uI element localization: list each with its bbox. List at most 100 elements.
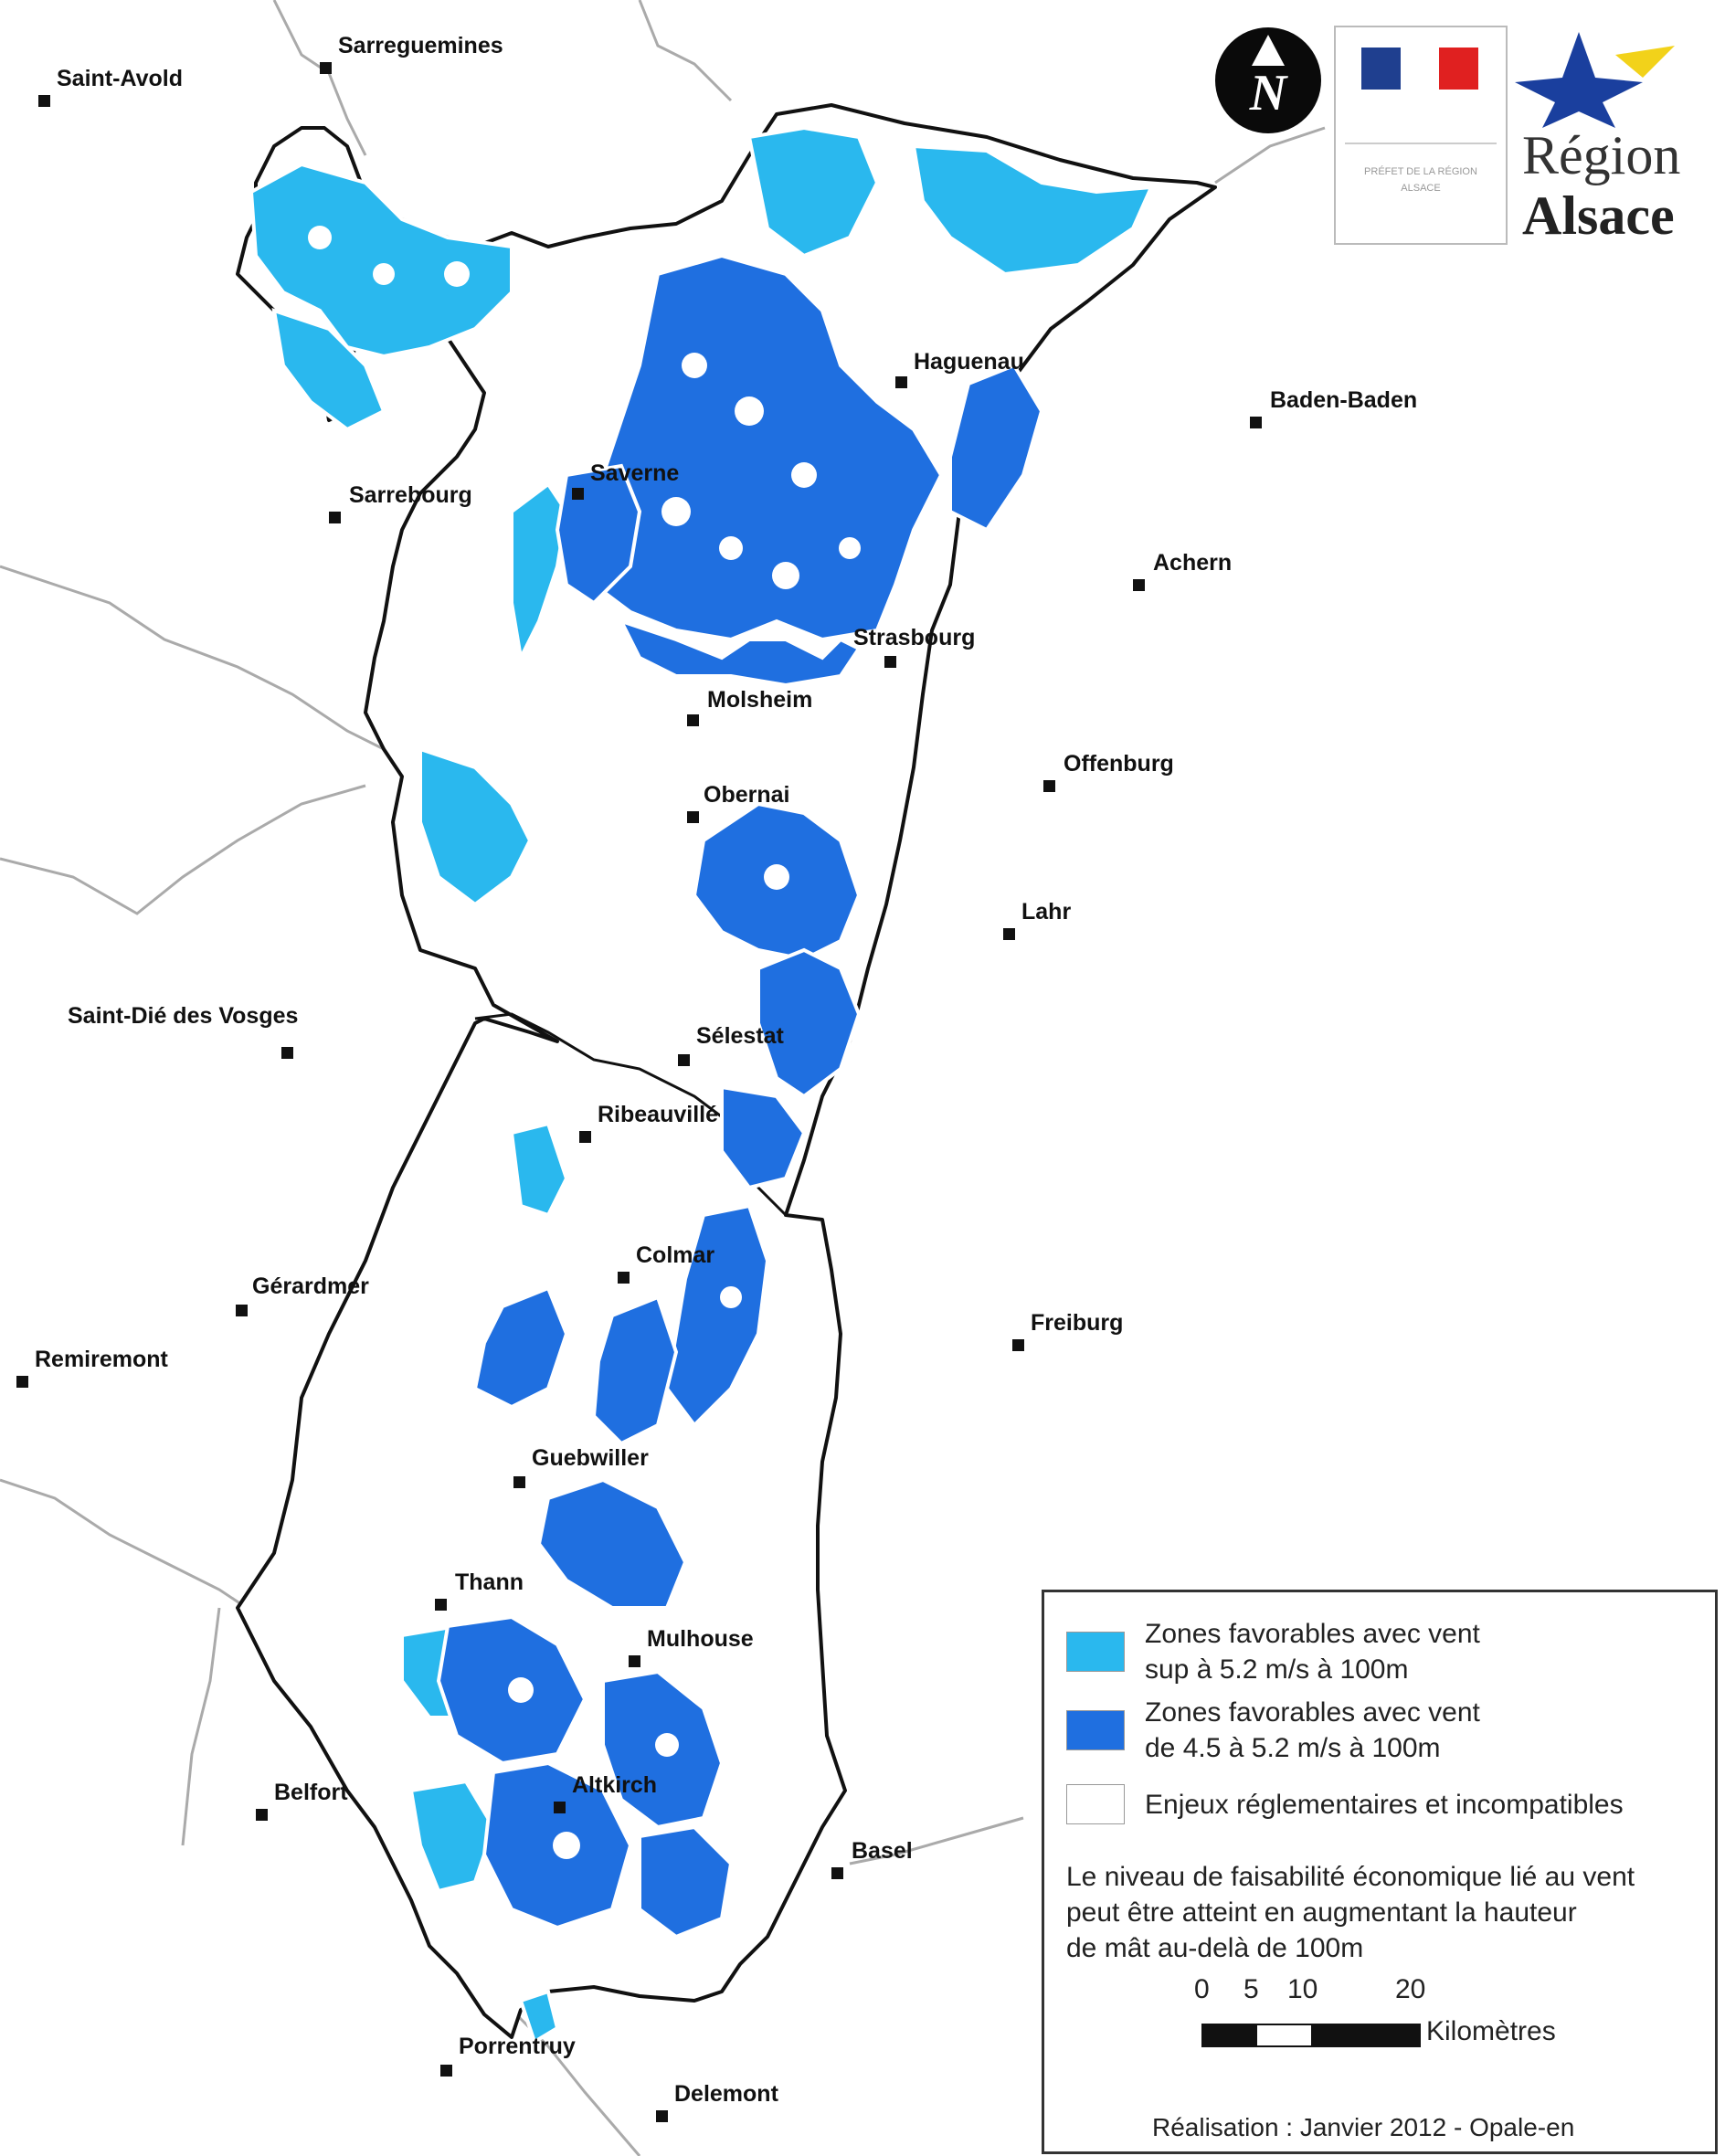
legend-item-medium-wind: Zones favorables avec vent de 4.5 à 5.2 … — [1066, 1695, 1706, 1766]
boundary-west-upper — [0, 565, 385, 751]
legend-label-constrained: Enjeux réglementaires et incompatibles — [1145, 1789, 1624, 1820]
flag-stripe-red — [1439, 48, 1479, 90]
city-label-baden-baden: Baden-Baden — [1270, 387, 1418, 413]
zone-vosges-mid — [509, 1121, 569, 1218]
city-label-mulhouse: Mulhouse — [647, 1626, 754, 1652]
boundary-west-lower — [0, 1478, 248, 1610]
city-label-basel: Basel — [852, 1838, 913, 1864]
city-dot-guebwiller — [513, 1476, 525, 1488]
boundary-south-west — [181, 1607, 221, 1846]
city-dot-haguenau — [895, 376, 907, 388]
prefecture-divider — [1345, 143, 1497, 144]
city-dot-sarrebourg — [329, 512, 341, 523]
city-dot-freiburg — [1012, 1339, 1024, 1351]
scale-tick-10: 10 — [1287, 1974, 1318, 2004]
constraint-patch — [308, 226, 332, 249]
scale-tick-20: 20 — [1395, 1974, 1426, 2004]
region-logo-name: Région — [1522, 125, 1681, 185]
city-label-haguenau: Haguenau — [914, 349, 1024, 375]
legend-label-line: Zones favorables avec vent — [1145, 1619, 1480, 1649]
constraint-patch — [661, 497, 691, 526]
city-dot-mulhouse — [629, 1655, 640, 1667]
city-dot-delemont — [656, 2110, 668, 2122]
city-dot-ribeauville — [579, 1131, 591, 1143]
city-dot-colmar — [618, 1272, 630, 1284]
city-label-gerardmer: Gérardmer — [252, 1274, 369, 1299]
north-arrow-letter: N — [1249, 65, 1287, 122]
city-label-saverne: Saverne — [590, 460, 680, 486]
city-label-colmar: Colmar — [636, 1242, 715, 1268]
city-dot-saint-avold — [38, 95, 50, 107]
city-dot-saint-die — [281, 1047, 293, 1059]
legend-label-line: de 4.5 à 5.2 m/s à 100m — [1145, 1733, 1441, 1763]
city-label-strasbourg: Strasbourg — [853, 625, 976, 650]
zone-sundgau-tip — [518, 1989, 560, 2045]
zone-sundgau-east — [638, 1824, 734, 1939]
legend-swatch-high-wind — [1066, 1632, 1125, 1672]
zone-guebwiller — [591, 1295, 679, 1446]
city-dot-remiremont — [16, 1376, 28, 1388]
prefecture-text: PRÉFET DE LA RÉGION ALSACE — [1364, 166, 1477, 194]
north-arrow-icon: N — [1215, 27, 1321, 133]
zone-vosges-west — [418, 746, 533, 907]
region-star-yellow — [1615, 46, 1675, 78]
city-label-sarreguemines: Sarreguemines — [338, 33, 503, 58]
city-label-freiburg: Freiburg — [1031, 1310, 1124, 1336]
city-dot-lahr — [1003, 928, 1015, 940]
city-label-achern: Achern — [1153, 550, 1233, 576]
zone-north-ridge-2 — [911, 143, 1155, 277]
legend-note-line: de mât au-delà de 100m — [1066, 1933, 1364, 1963]
constraint-patch — [553, 1832, 580, 1859]
zone-saverne — [555, 463, 642, 606]
constraint-patch — [508, 1677, 534, 1703]
legend-label-line: Zones favorables avec vent — [1145, 1697, 1480, 1728]
city-dot-strasbourg — [884, 656, 896, 668]
scale-segment — [1257, 2025, 1311, 2045]
city-dot-gerardmer — [236, 1305, 248, 1316]
zone-northwest-lower — [271, 308, 386, 432]
zone-hardt — [536, 1477, 688, 1610]
city-dot-porrentruy — [440, 2065, 452, 2077]
constraint-patch — [720, 1286, 742, 1308]
zone-ried — [720, 1084, 807, 1190]
legend-item-high-wind: Zones favorables avec vent sup à 5.2 m/s… — [1066, 1616, 1706, 1687]
constraint-patch — [839, 537, 861, 559]
city-dot-belfort — [256, 1809, 268, 1821]
city-label-sarrebourg: Sarrebourg — [349, 482, 472, 508]
legend-swatch-medium-wind — [1066, 1710, 1125, 1750]
republic-flag-icon — [1361, 48, 1479, 90]
city-dot-obernai — [687, 811, 699, 823]
city-label-remiremont: Remiremont — [35, 1347, 168, 1372]
legend-note-line: peut être atteint en augmentant la haute… — [1066, 1897, 1577, 1928]
zone-colmar-east — [664, 1203, 770, 1429]
constraint-patch — [791, 462, 817, 488]
scale-bar — [1201, 2024, 1421, 2047]
legend-label-medium-wind: Zones favorables avec vent de 4.5 à 5.2 … — [1145, 1695, 1480, 1766]
scale-unit: Kilomètres — [1426, 2016, 1556, 2046]
constraint-patches — [308, 226, 861, 1859]
zone-north-ridge — [746, 125, 880, 259]
city-dot-saverne — [572, 488, 584, 500]
zone-selestat — [757, 947, 862, 1099]
legend-swatch-constrained — [1066, 1784, 1125, 1824]
alsace-region-outline — [236, 103, 1217, 2039]
boundary-east-basel — [849, 1816, 1024, 1865]
constraint-patch — [655, 1733, 679, 1757]
city-label-guebwiller: Guebwiller — [532, 1445, 649, 1471]
constraint-patch — [682, 353, 707, 378]
zone-vosges-north — [510, 481, 569, 664]
region-logo-sub: Alsace — [1522, 185, 1675, 246]
map-credits: Réalisation : Janvier 2012 - Opale-en — [1152, 2113, 1575, 2141]
legend-note-line: Le niveau de faisabilité économique lié … — [1066, 1862, 1635, 1892]
zone-south-west-2 — [408, 1779, 496, 1894]
region-star-blue — [1515, 32, 1643, 128]
region-alsace-logo: Région Alsace — [1515, 27, 1716, 243]
zone-rhine-north — [948, 363, 1044, 533]
legend-note: Le niveau de faisabilité économique lié … — [1066, 1859, 1706, 1966]
city-label-porrentruy: Porrentruy — [459, 2034, 576, 2059]
city-dot-molsheim — [687, 714, 699, 726]
city-dot-baden-baden — [1250, 417, 1262, 428]
scale-segment — [1203, 2025, 1257, 2045]
city-dot-altkirch — [554, 1802, 566, 1813]
